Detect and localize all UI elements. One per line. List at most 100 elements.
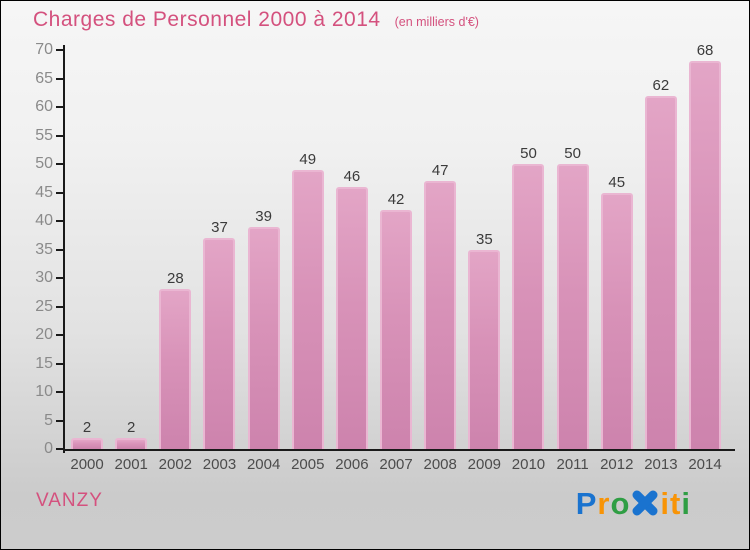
bar-value-label: 39: [255, 207, 272, 225]
bar-value-label: 50: [564, 145, 581, 162]
y-tick: [56, 134, 64, 137]
x-tick-label: 2012: [600, 456, 634, 473]
bar-value-label: 46: [343, 167, 361, 185]
y-tick-label: 20: [35, 326, 53, 343]
bar: [689, 61, 722, 449]
bar: [644, 95, 677, 449]
y-tick: [56, 248, 64, 251]
y-tick-label: 10: [35, 383, 53, 400]
bar-slot: 68 2014: [683, 42, 727, 473]
bar: [115, 437, 148, 449]
bar-value-label: 49: [299, 150, 317, 168]
bar: [512, 164, 545, 449]
y-tick: [56, 305, 64, 308]
y-tick-label: 55: [35, 126, 53, 144]
bar-value-label: 42: [387, 190, 405, 208]
bar-value-label: 37: [211, 219, 228, 237]
x-tick-label: 2013: [644, 456, 678, 473]
x-tick-label: 2002: [158, 456, 193, 473]
y-tick-label: 30: [35, 269, 53, 286]
bar-slot: 50 2011: [551, 52, 595, 473]
x-tick-label: 2004: [246, 456, 281, 473]
y-tick: [56, 220, 64, 222]
bar-value-label: 68: [696, 42, 714, 60]
bar-value-label: 35: [475, 230, 493, 248]
bar-value-label: 62: [652, 76, 670, 94]
x-tick-label: 2008: [423, 456, 457, 473]
y-tick-label: 15: [35, 354, 53, 372]
chart-subtitle: (en milliers d'€): [394, 15, 479, 29]
bar: [247, 226, 280, 449]
bar-slot: 42 2007: [374, 52, 418, 473]
bar-slot: 28 2002: [153, 52, 197, 473]
bar-slot: 49 2005: [286, 52, 330, 473]
y-tick: [56, 277, 64, 279]
logo-letter: P: [575, 486, 598, 521]
y-tick: [56, 49, 64, 51]
bar-slot: 50 2010: [506, 52, 550, 473]
bar-slot: 37 2003: [197, 52, 241, 473]
y-tick: [56, 77, 64, 80]
x-tick-label: 2011: [556, 456, 589, 473]
x-tick-label: 2007: [379, 456, 413, 473]
logo-letter: i: [660, 486, 671, 521]
y-tick: [56, 163, 64, 165]
y-tick: [56, 362, 64, 365]
bar: [556, 164, 589, 449]
y-tick-label: 5: [44, 411, 53, 429]
bar-slot: 35 2009: [462, 52, 506, 474]
x-tick-label: 2000: [70, 456, 104, 473]
proxiti-x-icon: [631, 489, 659, 523]
bar-slot: 47 2008: [418, 52, 462, 473]
x-tick-label: 2003: [202, 456, 237, 473]
logo-letter: i: [681, 486, 691, 521]
y-tick-label: 40: [35, 212, 53, 229]
bar: [203, 238, 236, 449]
y-tick-label: 0: [44, 440, 53, 457]
logo-letter: o: [610, 486, 631, 521]
bar-slot: 62 2013: [639, 52, 683, 473]
location-label: VANZY: [36, 490, 103, 511]
y-tick: [56, 191, 64, 194]
x-tick-label: 2006: [335, 456, 369, 473]
x-axis-line: [63, 449, 735, 451]
bar: [291, 169, 324, 449]
chart-header: Charges de Personnel 2000 à 2014 (en mil…: [33, 8, 479, 32]
bar-value-label: 50: [520, 145, 537, 162]
bar-slot: 45 2012: [595, 52, 639, 474]
plot-area: 2 2000 2 2001 28 2002 37 2003 39 2004 49 2005 46 2006…: [65, 42, 727, 474]
bar-value-label: 2: [82, 418, 92, 436]
y-tick: [56, 391, 64, 393]
y-tick-label: 50: [35, 155, 53, 172]
bar: [468, 249, 501, 449]
bar-slot: 39 2004: [242, 52, 286, 473]
y-tick-label: 70: [35, 41, 53, 58]
y-tick: [56, 419, 64, 422]
y-tick-label: 65: [35, 69, 53, 87]
y-tick: [56, 106, 64, 108]
bar-slot: 2 2000: [65, 52, 109, 473]
x-tick-label: 2001: [114, 456, 148, 473]
bar: [380, 209, 413, 449]
y-tick-label: 45: [35, 183, 53, 201]
bar: [335, 186, 368, 449]
x-tick-label: 2014: [688, 456, 722, 473]
bar-value-label: 28: [167, 270, 184, 288]
y-tick: [56, 334, 64, 336]
bar: [71, 437, 104, 449]
bar: [600, 192, 633, 449]
x-tick-label: 2009: [467, 456, 502, 473]
bar-value-label: 2: [127, 418, 136, 436]
y-tick: [56, 448, 64, 450]
x-tick-label: 2010: [511, 456, 546, 473]
logo-letter: r: [597, 486, 611, 521]
y-tick-label: 25: [35, 297, 53, 315]
bar-value-label: 45: [608, 173, 626, 191]
x-tick-label: 2005: [291, 456, 325, 473]
chart-title: Charges de Personnel 2000 à 2014: [33, 8, 381, 31]
bar-value-label: 47: [431, 162, 449, 180]
y-axis-line: [63, 45, 65, 453]
bar: [159, 289, 192, 449]
